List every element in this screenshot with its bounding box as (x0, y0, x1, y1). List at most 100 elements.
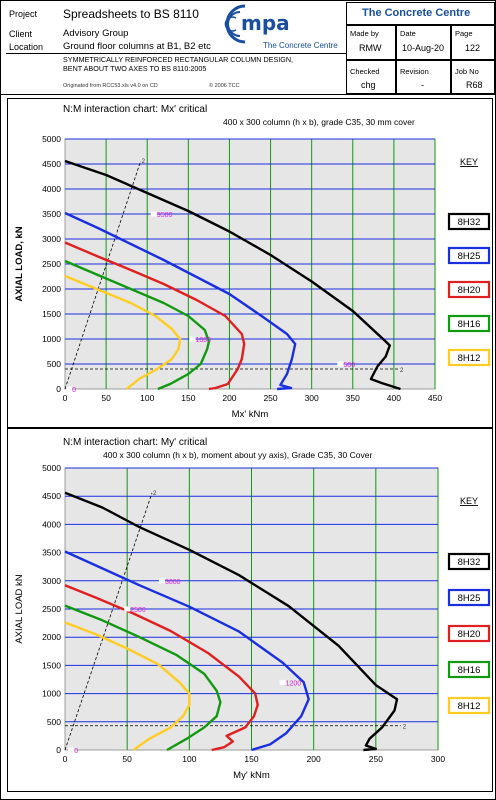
y-tick-label: 1500 (42, 660, 61, 670)
y-tick-label: 0 (56, 745, 61, 755)
chart-my: N:M interaction chart: My' critical 400 x… (14, 437, 491, 781)
x-tick-label: 400 (387, 393, 401, 403)
location-label: Location (9, 42, 44, 52)
x-axis-label: My' kNm (233, 770, 270, 781)
project-value: Spreadsheets to BS 8110 (63, 7, 199, 21)
checked-value: chg (361, 80, 376, 90)
y-tick-label: 3500 (42, 209, 61, 219)
eccentricity-line-label: 2 (153, 491, 157, 497)
x-tick-label: 50 (101, 393, 111, 403)
header-divider (6, 53, 346, 54)
revision-value: - (421, 80, 424, 90)
mpa-logo-icon (224, 4, 246, 44)
marker-label: 3000 (165, 579, 181, 586)
job-no-value: R68 (466, 80, 483, 90)
legend-title: KEY (460, 496, 478, 506)
legend-box-8h12 (447, 348, 491, 367)
originated-note: Originated from RCC53.xls v4.0 on CD (63, 83, 158, 89)
title-block: Project Spreadsheets to BS 8110 Client A… (1, 1, 495, 95)
page-cell: Page 122 (451, 25, 495, 60)
x-tick-label: 150 (181, 393, 195, 403)
y-axis-label: AXIAL LOAD kN (14, 574, 25, 643)
chart-my-panel: N:M interaction chart: My' critical 400 x… (7, 428, 493, 792)
y-tick-label: 5000 (42, 134, 61, 144)
marker-box (158, 578, 165, 584)
marker-box (124, 606, 131, 612)
logo-subtitle: The Concrete Centre (263, 41, 338, 50)
eccentricity-line (64, 492, 153, 751)
org-box: The Concrete Centre (346, 2, 495, 25)
legend-label: 8H32 (458, 557, 481, 568)
marker-label: 1200 (286, 680, 302, 687)
org-name: The Concrete Centre (362, 7, 471, 19)
y-tick-label: 5000 (42, 463, 61, 473)
series-line-8h16 (64, 604, 222, 752)
description-line-1: SYMMETRICALLY REINFORCED RECTANGULAR COL… (63, 55, 294, 64)
legend-box-8h12 (447, 696, 491, 715)
series-line-8h32 (64, 491, 399, 752)
y-axis-label: AXIAL LOAD, kN (14, 226, 25, 301)
location-value: Ground floor columns at B1, B2 etc (63, 41, 211, 52)
x-tick-label: 300 (431, 754, 445, 764)
legend-label: 8H12 (458, 353, 481, 364)
page-value: 122 (465, 43, 481, 53)
logo-wordmark: mpa (241, 11, 290, 35)
legend-box-8h25 (447, 246, 491, 265)
legend-box-8h32 (447, 552, 491, 571)
made-by-label: Made by (350, 29, 379, 38)
marker-label: 0 (72, 387, 76, 394)
x-tick-label: 450 (428, 393, 442, 403)
marker-label: 3500 (157, 212, 173, 219)
x-axis-label: Mx' kNm (232, 409, 269, 420)
series-line-8h12 (64, 274, 182, 390)
series-line-8h20 (64, 584, 259, 752)
y-tick-label: 2000 (42, 632, 61, 642)
chart-subtitle: 400 x 300 column (h x b), moment about y… (103, 450, 372, 460)
x-tick-label: 250 (369, 754, 383, 764)
date-value: 10-Aug-20 (402, 43, 445, 53)
eccentricity-line-label: 2 (142, 159, 146, 165)
y-tick-label: 1000 (42, 689, 61, 699)
marker-box (279, 679, 286, 685)
series-line-8h16 (64, 259, 211, 391)
x-tick-label: 50 (122, 754, 132, 764)
chart-title: N:M interaction chart: My' critical (63, 437, 207, 448)
y-tick-label: 500 (47, 359, 61, 369)
project-label: Project (9, 9, 38, 19)
legend-label: 8H25 (458, 593, 481, 604)
chart-title: N:M interaction chart: Mx' critical (63, 104, 207, 115)
series-line-8h25 (64, 211, 297, 391)
x-tick-label: 100 (140, 393, 154, 403)
marker-label: 1000 (195, 337, 211, 344)
x-tick-label: 0 (63, 754, 68, 764)
legend-box-8h25 (447, 588, 491, 607)
y-tick-label: 2000 (42, 284, 61, 294)
chart-mx-panel: N:M interaction chart: Mx' critical 400 x… (7, 98, 493, 428)
x-tick-label: 300 (305, 393, 319, 403)
x-tick-label: 200 (222, 393, 236, 403)
client-value: Advisory Group (63, 28, 129, 39)
y-tick-label: 4000 (42, 184, 61, 194)
x-tick-label: 200 (307, 754, 321, 764)
axial-load-line-label: 2 (403, 725, 407, 731)
legend-label: 8H25 (458, 251, 481, 262)
chart-mx: N:M interaction chart: Mx' critical 400 x… (14, 104, 491, 420)
checked-label: Checked (350, 67, 380, 76)
chart-subtitle: 400 x 300 column (h x b), grade C35, 30 … (223, 117, 415, 127)
y-tick-label: 3500 (42, 548, 61, 558)
description-line-2: BENT ABOUT TWO AXES TO BS 8110:2005 (63, 64, 207, 73)
y-tick-label: 2500 (42, 604, 61, 614)
y-tick-label: 4500 (42, 159, 61, 169)
legend-box-8h32 (447, 212, 491, 231)
made-by-cell: Made by RMW (346, 25, 396, 60)
eccentricity-line (64, 160, 142, 390)
series-line-8h25 (64, 550, 310, 752)
legend-box-8h20 (447, 624, 491, 643)
client-label: Client (9, 29, 33, 39)
y-tick-label: 4000 (42, 519, 61, 529)
marker-label: 500 (343, 362, 355, 369)
marker-box (68, 747, 75, 753)
job-no-label: Job No (455, 67, 479, 76)
legend-box-8h16 (447, 314, 491, 333)
